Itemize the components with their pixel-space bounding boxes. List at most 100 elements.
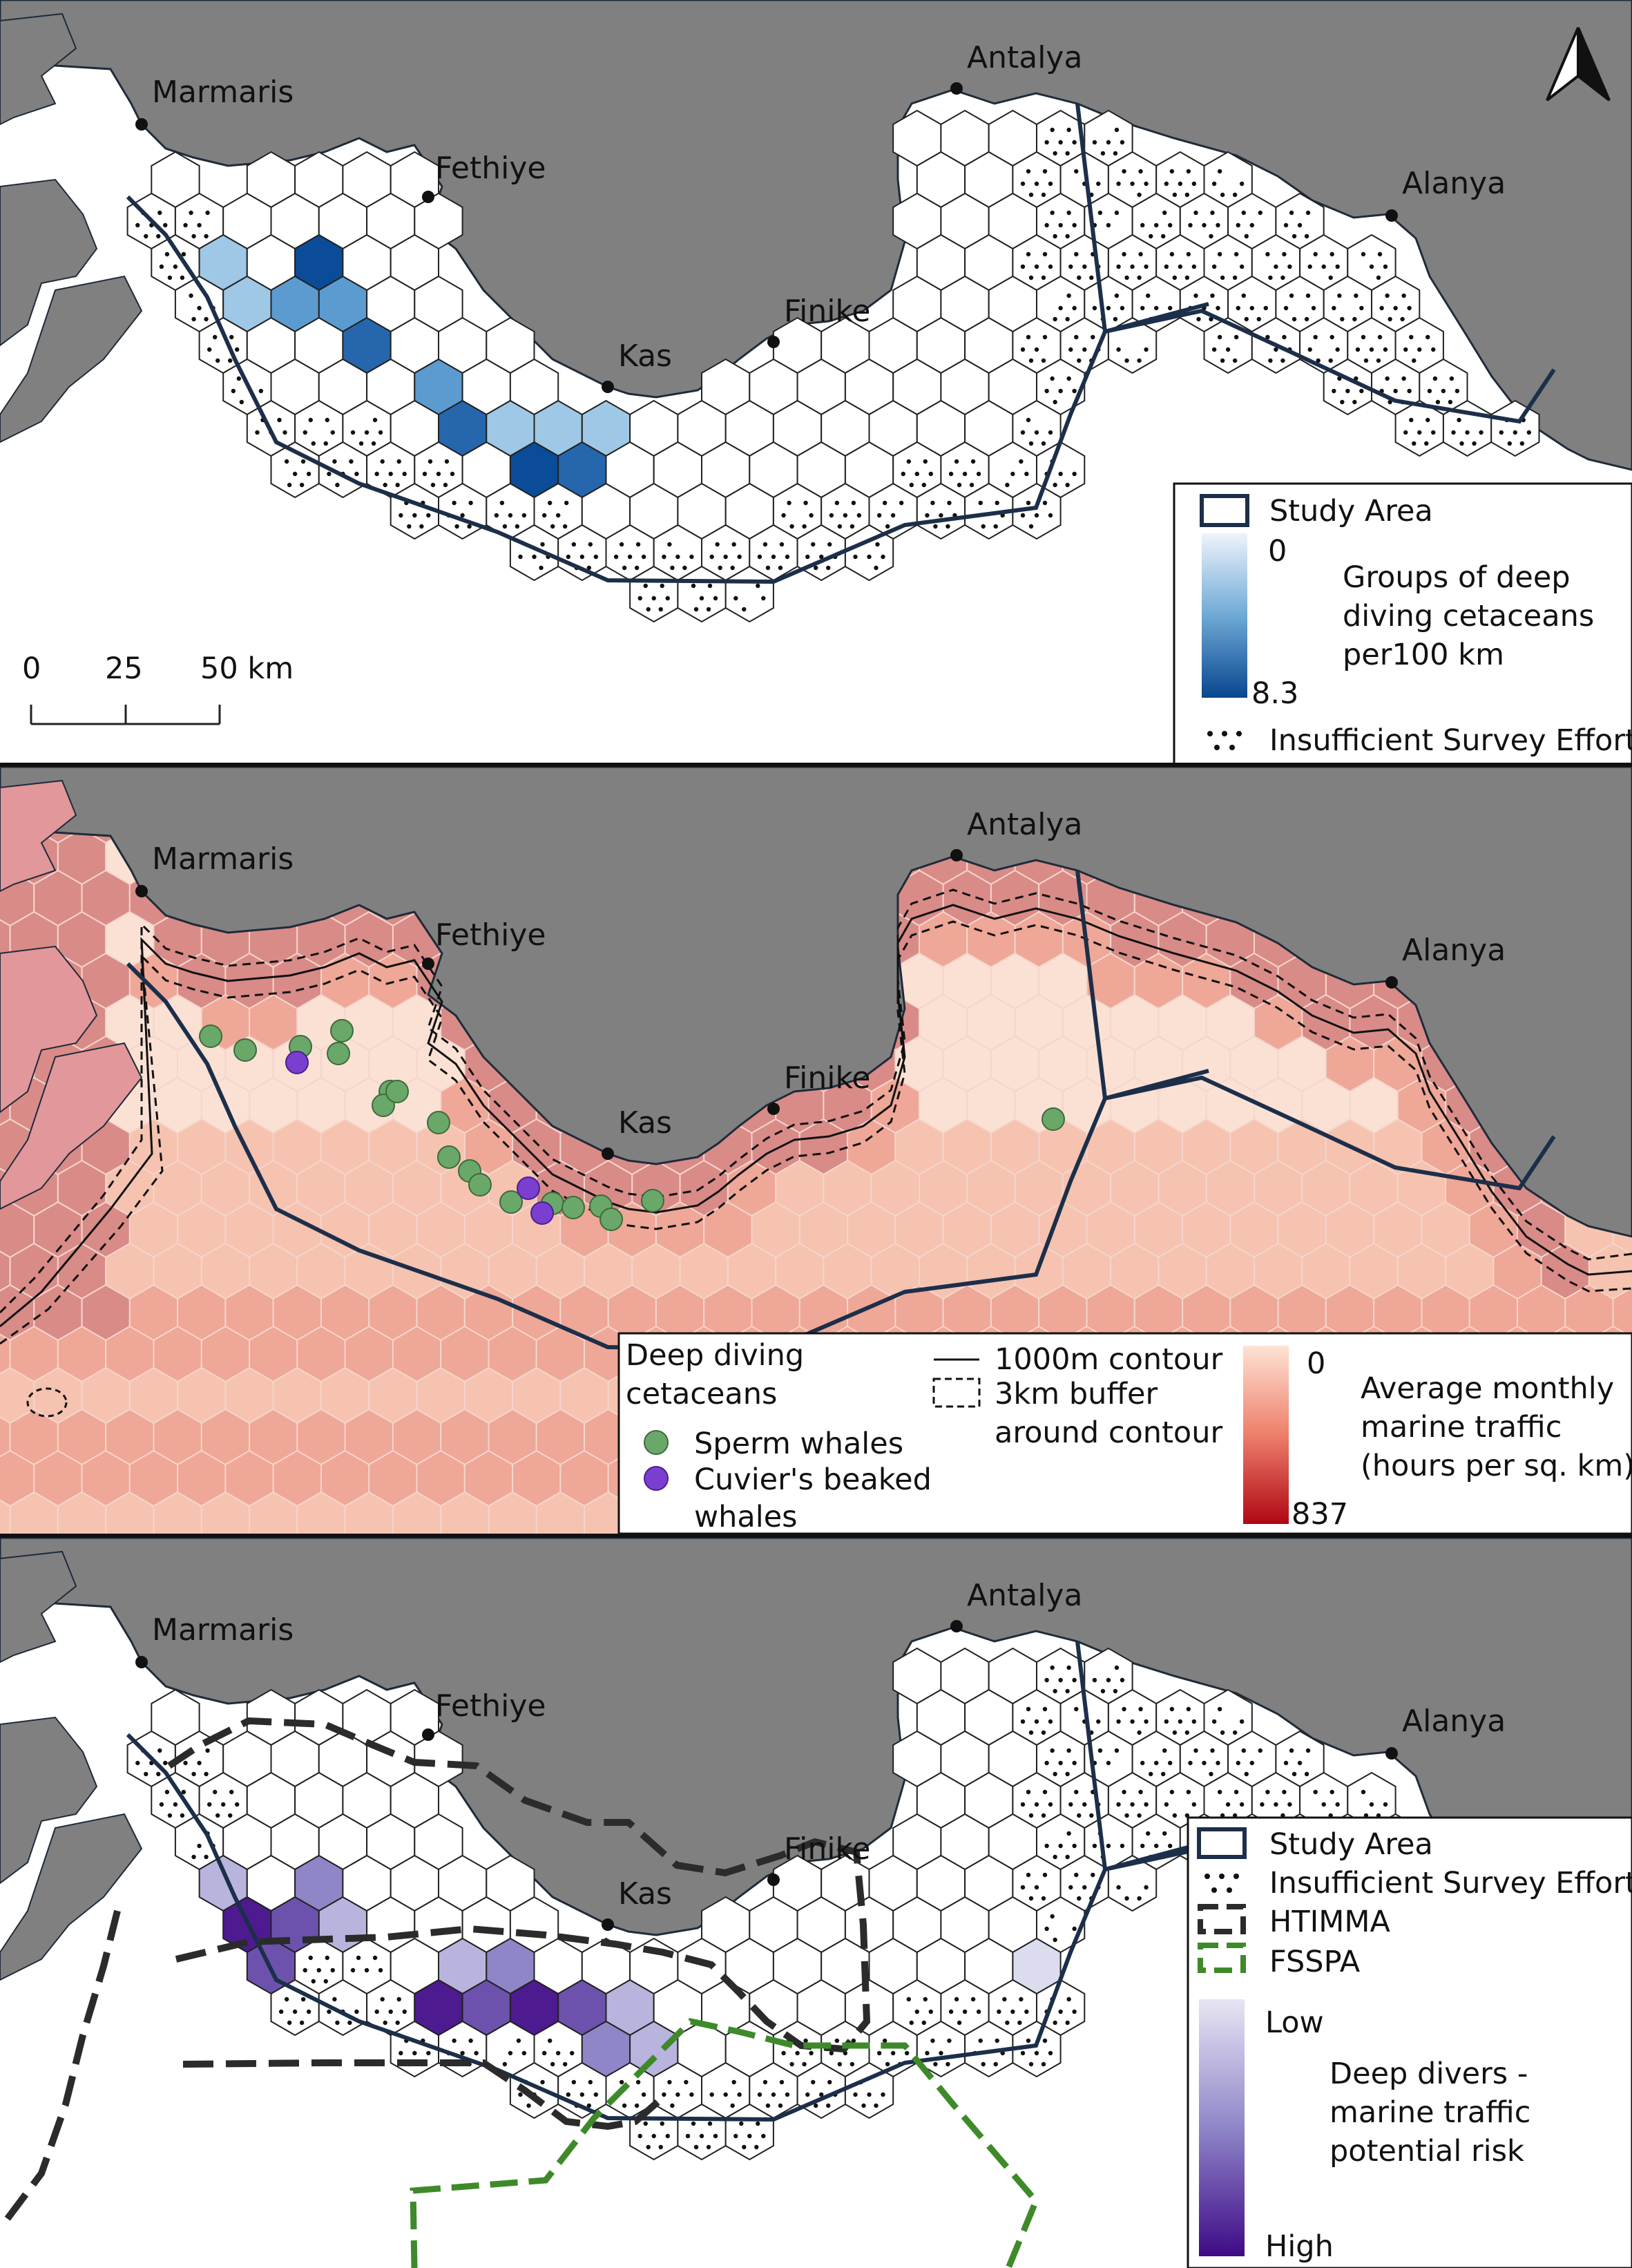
insufficient-dot xyxy=(588,2079,593,2085)
insufficient-dot xyxy=(1106,1843,1111,1849)
insufficient-dot xyxy=(1144,264,1149,269)
insufficient-dot xyxy=(323,441,328,446)
insufficient-dot xyxy=(335,2020,340,2026)
insufficient-dot xyxy=(1092,305,1097,311)
legend-risk-1: Deep divers - xyxy=(1329,2057,1528,2091)
land xyxy=(0,0,1632,471)
insufficient-dot xyxy=(787,500,791,506)
insufficient-dot xyxy=(1220,192,1225,198)
insufficient-dot xyxy=(1068,1802,1073,1807)
insufficient-dot xyxy=(1359,388,1364,394)
insufficient-dot xyxy=(1050,376,1055,381)
insufficient-dot xyxy=(569,2050,575,2056)
insufficient-dot xyxy=(867,2092,872,2097)
insufficient-dot xyxy=(890,2050,896,2056)
insufficient-dot xyxy=(1193,293,1198,298)
insufficient-dot xyxy=(1041,192,1046,198)
insufficient-dot xyxy=(837,2061,843,2067)
insufficient-dot xyxy=(627,554,633,560)
insufficient-dot xyxy=(1236,305,1240,311)
insufficient-dot xyxy=(1282,1789,1287,1795)
insufficient-dot xyxy=(1137,1896,1142,1901)
insufficient-dot xyxy=(1361,1789,1366,1795)
insufficient-dot xyxy=(1026,417,1031,423)
north-arrow-icon xyxy=(1546,27,1611,102)
city-label-marmaris: Marmaris xyxy=(152,841,294,877)
insufficient-dot xyxy=(1412,441,1417,446)
insufficient-dot xyxy=(347,2020,352,2026)
insufficient-dot xyxy=(699,595,704,601)
insufficient-dot xyxy=(1124,275,1129,280)
insufficient-dot xyxy=(205,210,210,216)
insufficient-dot xyxy=(380,1997,385,2002)
insufficient-dot xyxy=(364,1967,369,1973)
insufficient-dot xyxy=(1042,1872,1048,1878)
insufficient-dot xyxy=(691,583,696,589)
insufficient-dot xyxy=(1050,1914,1055,1919)
insufficient-dot xyxy=(255,430,260,435)
insufficient-dot xyxy=(709,554,714,560)
insufficient-dot xyxy=(906,1997,911,2002)
cetacean-sightings xyxy=(199,1019,1065,1231)
land xyxy=(0,767,1632,1238)
insufficient-dot xyxy=(541,2050,547,2056)
insufficient-dot xyxy=(1211,264,1217,269)
insufficient-dot xyxy=(837,524,843,529)
insufficient-dot xyxy=(637,2133,642,2139)
insufficient-dot xyxy=(532,554,537,560)
insufficient-dot xyxy=(521,2050,527,2056)
insufficient-dot xyxy=(885,2061,890,2067)
insufficient-dot xyxy=(882,2038,887,2043)
insufficient-dot xyxy=(1359,305,1364,311)
insufficient-dot xyxy=(1305,293,1311,298)
insufficient-dot xyxy=(1138,1789,1143,1795)
insufficient-dot xyxy=(204,234,209,239)
insufficient-dot xyxy=(779,542,785,547)
insufficient-dot xyxy=(1321,264,1326,269)
insufficient-dot xyxy=(805,2092,810,2097)
insufficient-dot xyxy=(540,2079,545,2085)
study-area-boundary xyxy=(126,103,1556,584)
hex-cell xyxy=(1012,482,1062,540)
insufficient-dot xyxy=(970,1997,976,2002)
insufficient-dot xyxy=(829,2050,834,2056)
insufficient-dot xyxy=(1274,347,1278,352)
insufficient-dot xyxy=(308,1955,313,1961)
insufficient-dot xyxy=(834,500,840,506)
insufficient-dot xyxy=(1058,305,1063,311)
insufficient-dot xyxy=(1066,1831,1071,1836)
insufficient-dot xyxy=(1144,1719,1149,1724)
insufficient-dot xyxy=(1340,399,1345,405)
insufficient-dot xyxy=(809,2050,814,2056)
insufficient-dot xyxy=(634,2103,640,2108)
insufficient-dot xyxy=(1280,358,1285,363)
insufficient-dot xyxy=(1239,181,1245,187)
city-dot-kas xyxy=(602,1918,614,1931)
insufficient-dot xyxy=(637,595,642,601)
insufficient-dot xyxy=(1019,1997,1024,2002)
insufficient-dot xyxy=(1017,2020,1022,2026)
insufficient-dot xyxy=(1050,210,1055,216)
insufficient-dot xyxy=(706,2144,711,2150)
sperm-whale-point xyxy=(427,1111,450,1134)
insufficient-dot xyxy=(1161,1771,1166,1777)
insufficient-dot xyxy=(635,2079,641,2085)
legend-insufficient: Insufficient Survey Effort xyxy=(1269,1866,1632,1900)
insufficient-dot xyxy=(204,316,209,322)
insufficient-dot xyxy=(867,554,872,560)
insufficient-dot xyxy=(539,565,544,571)
insufficient-dot xyxy=(890,513,896,518)
insufficient-dot xyxy=(811,2079,816,2085)
insufficient-dot xyxy=(1058,388,1063,394)
insufficient-dot xyxy=(875,542,880,547)
insufficient-dot xyxy=(660,583,664,589)
insufficient-dot xyxy=(303,1967,307,1973)
insufficient-dot xyxy=(374,2009,379,2014)
insufficient-dot xyxy=(651,595,656,601)
insufficient-dot xyxy=(299,482,305,488)
insufficient-dot xyxy=(1249,305,1254,311)
insufficient-dot xyxy=(1010,471,1015,477)
insufficient-dot xyxy=(1077,358,1082,363)
insufficient-dot xyxy=(593,554,599,560)
traffic-hex-cell xyxy=(535,1491,585,1534)
